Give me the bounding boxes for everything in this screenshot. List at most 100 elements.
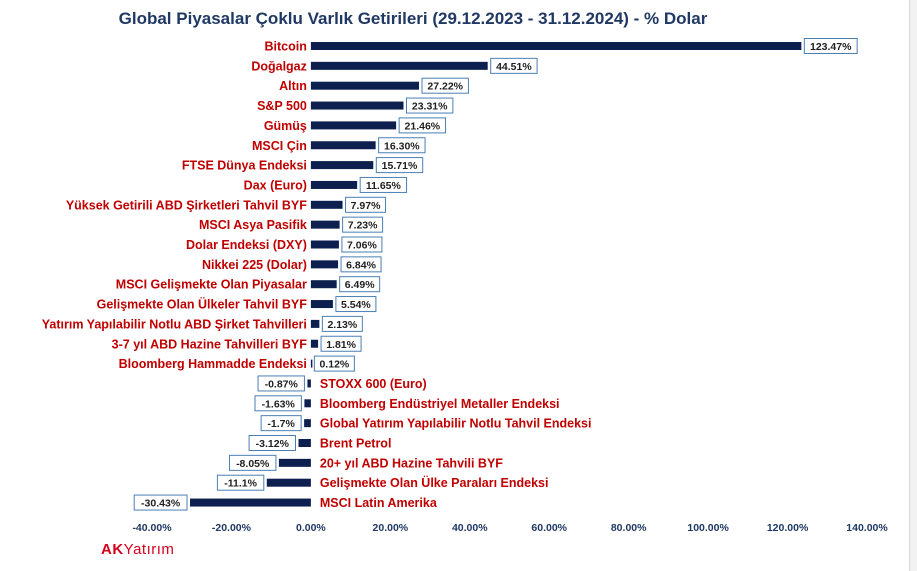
data-label-text: 123.47% [810,41,852,53]
data-label-box [313,355,355,372]
x-tick-label: -20.00% [212,522,252,534]
bar [304,399,311,408]
x-tick-label: 100.00% [687,522,729,534]
category-label: Brent Petrol [320,437,392,451]
data-label-text: 15.71% [382,160,418,172]
category-label: 3-7 yıl ABD Hazine Tahvilleri BYF [112,337,308,351]
data-label-box [803,38,858,54]
bar [190,498,311,507]
data-label: 0.12% [313,355,355,372]
category-label: Gelişmekte Olan Ülke Paraları Endeksi [320,475,549,490]
data-label-box [421,77,469,94]
category-label: STOXX 600 (Euro) [320,377,427,391]
data-label-box [335,296,377,313]
x-tick-label: 120.00% [767,522,809,534]
data-label-box [375,157,424,174]
bar [310,300,333,309]
data-label-text: 1.81% [326,339,356,351]
data-label-text: 44.51% [496,61,532,73]
data-label: 5.54% [335,296,377,313]
bar [310,220,340,229]
data-label: -8.05% [229,454,277,471]
data-label: -30.43% [133,494,188,511]
bar [310,260,339,269]
category-label: S&P 500 [257,99,307,113]
data-label-box [216,474,265,491]
x-tick-label: 40.00% [452,522,488,534]
x-tick-label: 20.00% [373,522,409,534]
data-label: 7.97% [345,196,387,213]
category-label: Altın [279,79,307,93]
category-label: Dax (Euro) [244,178,307,192]
bar [310,359,313,368]
data-label-text: -11.1% [224,478,257,490]
bar [310,200,343,209]
bar [310,81,420,90]
category-label: FTSE Dünya Endeksi [182,159,307,173]
bar [278,458,311,467]
bar [310,101,404,110]
data-label-box [260,415,302,432]
bar [310,61,488,70]
bar [310,161,374,170]
bar [298,439,311,447]
data-label-box [345,196,387,213]
data-label-text: -8.05% [236,458,270,470]
bar [266,478,311,487]
category-label: Global Yatırım Yapılabilir Notlu Tahvil … [320,417,592,431]
data-label: -11.1% [216,474,265,491]
data-label-text: -0.87% [265,378,299,390]
data-label-box [321,315,363,332]
logo-part1: AK [101,541,124,558]
data-label-text: 6.84% [346,259,376,271]
data-label-text: 5.54% [341,299,371,311]
x-tick-label: 0.00% [296,522,326,534]
data-label: 27.22% [421,77,469,94]
x-tick-label: 60.00% [531,522,567,534]
category-label: Doğalgaz [251,59,307,73]
data-label-text: 6.49% [345,279,375,291]
bar [310,319,320,328]
data-label-text: 0.12% [319,359,349,371]
data-label: 15.71% [375,157,424,174]
data-label-text: 27.22% [427,81,463,93]
data-label-box [257,375,305,392]
data-label: 6.84% [340,256,382,273]
category-label: Dolar Endeksi (DXY) [186,238,307,252]
bar [310,240,339,249]
data-label-text: 11.65% [366,180,402,192]
data-label-box [342,216,384,233]
data-label-text: 2.13% [327,319,357,331]
data-label-box [248,435,296,451]
data-label-text: 7.06% [347,240,377,252]
window-edge [909,0,917,571]
category-label: Gelişmekte Olan Ülkeler Tahvil BYF [97,297,308,312]
data-label: 11.65% [359,176,408,193]
data-label: 1.81% [320,335,362,352]
bar [310,180,358,189]
data-label-box [359,176,408,193]
data-label: -1.7% [260,415,302,432]
data-label: 16.30% [378,137,426,154]
data-label-text: -30.43% [141,498,181,510]
data-label-text: 7.23% [348,220,378,232]
logo-part2: Yatırım [123,541,175,558]
data-label-box [398,117,447,134]
data-label-box [340,256,382,273]
data-label-text: 23.31% [412,101,448,113]
x-tick-label: 80.00% [611,522,647,534]
data-label-box [378,137,426,154]
akyatirim-logo: AKYatırım [101,541,174,558]
data-label: 6.49% [339,276,381,293]
category-label: 20+ yıl ABD Hazine Tahvili BYF [320,456,503,470]
data-label-text: 16.30% [384,140,420,152]
category-label: Yüksek Getirili ABD Şirketleri Tahvil BY… [66,198,307,212]
data-label: 7.06% [341,236,383,253]
data-label-box [320,335,362,352]
bar [310,121,397,130]
data-label: -1.63% [254,395,302,412]
bar [307,379,311,388]
category-label: Gümüş [264,119,307,133]
data-label-text: 7.97% [351,200,381,212]
